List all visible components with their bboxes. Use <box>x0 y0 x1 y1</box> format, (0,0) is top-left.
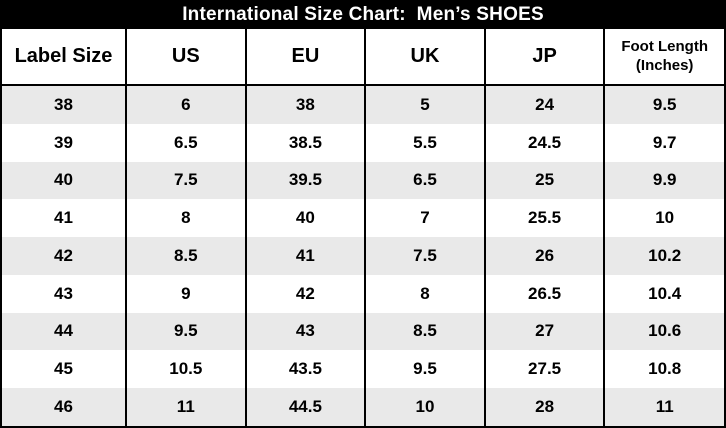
table-cell: 45 <box>2 350 126 389</box>
table-row: 39 6.5 38.5 5.5 24.5 9.7 <box>2 123 724 162</box>
header-row: Label Size US EU UK JP Foot Length (Inch… <box>2 29 724 86</box>
table-cell: 10.5 <box>125 350 246 389</box>
size-chart-table: Label Size US EU UK JP Foot Length (Inch… <box>2 29 724 426</box>
table-cell: 42 <box>2 237 126 275</box>
table-cell: 44 <box>2 312 126 351</box>
table-cell: 43 <box>2 274 126 313</box>
table-cell: 8 <box>364 274 485 313</box>
table-row: 45 10.5 43.5 9.5 27.5 10.8 <box>2 350 724 389</box>
table-cell: 5 <box>364 85 485 124</box>
header-us: US <box>125 29 246 86</box>
table-cell: 9.5 <box>603 85 724 124</box>
table-cell: 10.2 <box>603 237 724 275</box>
header-foot-length: Foot Length (Inches) <box>603 29 724 86</box>
table-cell: 27.5 <box>483 350 605 389</box>
header-eu: EU <box>244 29 366 86</box>
table-cell: 8 <box>125 199 246 238</box>
table-cell: 10 <box>603 199 724 238</box>
table-row: 46 11 44.5 10 28 11 <box>2 388 724 426</box>
table-row: 41 8 40 7 25.5 10 <box>2 199 724 238</box>
table-cell: 9.9 <box>603 161 724 200</box>
table-cell: 10.4 <box>603 274 724 313</box>
table-cell: 25 <box>483 161 605 200</box>
header-label-size: Label Size <box>2 29 126 86</box>
table-cell: 8.5 <box>125 237 246 275</box>
table-cell: 10.8 <box>603 350 724 389</box>
table-cell: 38 <box>2 85 126 124</box>
table-row: 38 6 38 5 24 9.5 <box>2 85 724 124</box>
table-cell: 10 <box>364 388 485 426</box>
table-row: 42 8.5 41 7.5 26 10.2 <box>2 237 724 275</box>
table-cell: 11 <box>125 388 246 426</box>
table-cell: 26 <box>483 237 605 275</box>
table-cell: 25.5 <box>483 199 605 238</box>
table-cell: 9.7 <box>603 123 724 162</box>
header-uk: UK <box>364 29 485 86</box>
table-cell: 9.5 <box>364 350 485 389</box>
table-cell: 26.5 <box>483 274 605 313</box>
table-cell: 7 <box>364 199 485 238</box>
table-cell: 11 <box>603 388 724 426</box>
table-cell: 28 <box>483 388 605 426</box>
table-cell: 5.5 <box>364 123 485 162</box>
table-cell: 7.5 <box>125 161 246 200</box>
table-cell: 41 <box>2 199 126 238</box>
table-cell: 9 <box>125 274 246 313</box>
table-cell: 38.5 <box>244 123 366 162</box>
table-row: 44 9.5 43 8.5 27 10.6 <box>2 312 724 351</box>
table-cell: 10.6 <box>603 312 724 351</box>
header-jp: JP <box>483 29 605 86</box>
table-cell: 27 <box>483 312 605 351</box>
table-cell: 24.5 <box>483 123 605 162</box>
table-cell: 9.5 <box>125 312 246 351</box>
table-cell: 44.5 <box>244 388 366 426</box>
table-cell: 24 <box>483 85 605 124</box>
table-cell: 7.5 <box>364 237 485 275</box>
table-cell: 6 <box>125 85 246 124</box>
table-cell: 39 <box>2 123 126 162</box>
table-row: 43 9 42 8 26.5 10.4 <box>2 274 724 313</box>
table-cell: 38 <box>244 85 366 124</box>
table-cell: 41 <box>244 237 366 275</box>
table-cell: 6.5 <box>364 161 485 200</box>
table-cell: 46 <box>2 388 126 426</box>
table-cell: 39.5 <box>244 161 366 200</box>
table-cell: 8.5 <box>364 312 485 351</box>
chart-title: International Size Chart: Men’s SHOES <box>2 2 724 29</box>
table-cell: 6.5 <box>125 123 246 162</box>
table-cell: 40 <box>244 199 366 238</box>
table-cell: 40 <box>2 161 126 200</box>
table-row: 40 7.5 39.5 6.5 25 9.9 <box>2 161 724 200</box>
table-cell: 42 <box>244 274 366 313</box>
table-cell: 43.5 <box>244 350 366 389</box>
table-cell: 43 <box>244 312 366 351</box>
